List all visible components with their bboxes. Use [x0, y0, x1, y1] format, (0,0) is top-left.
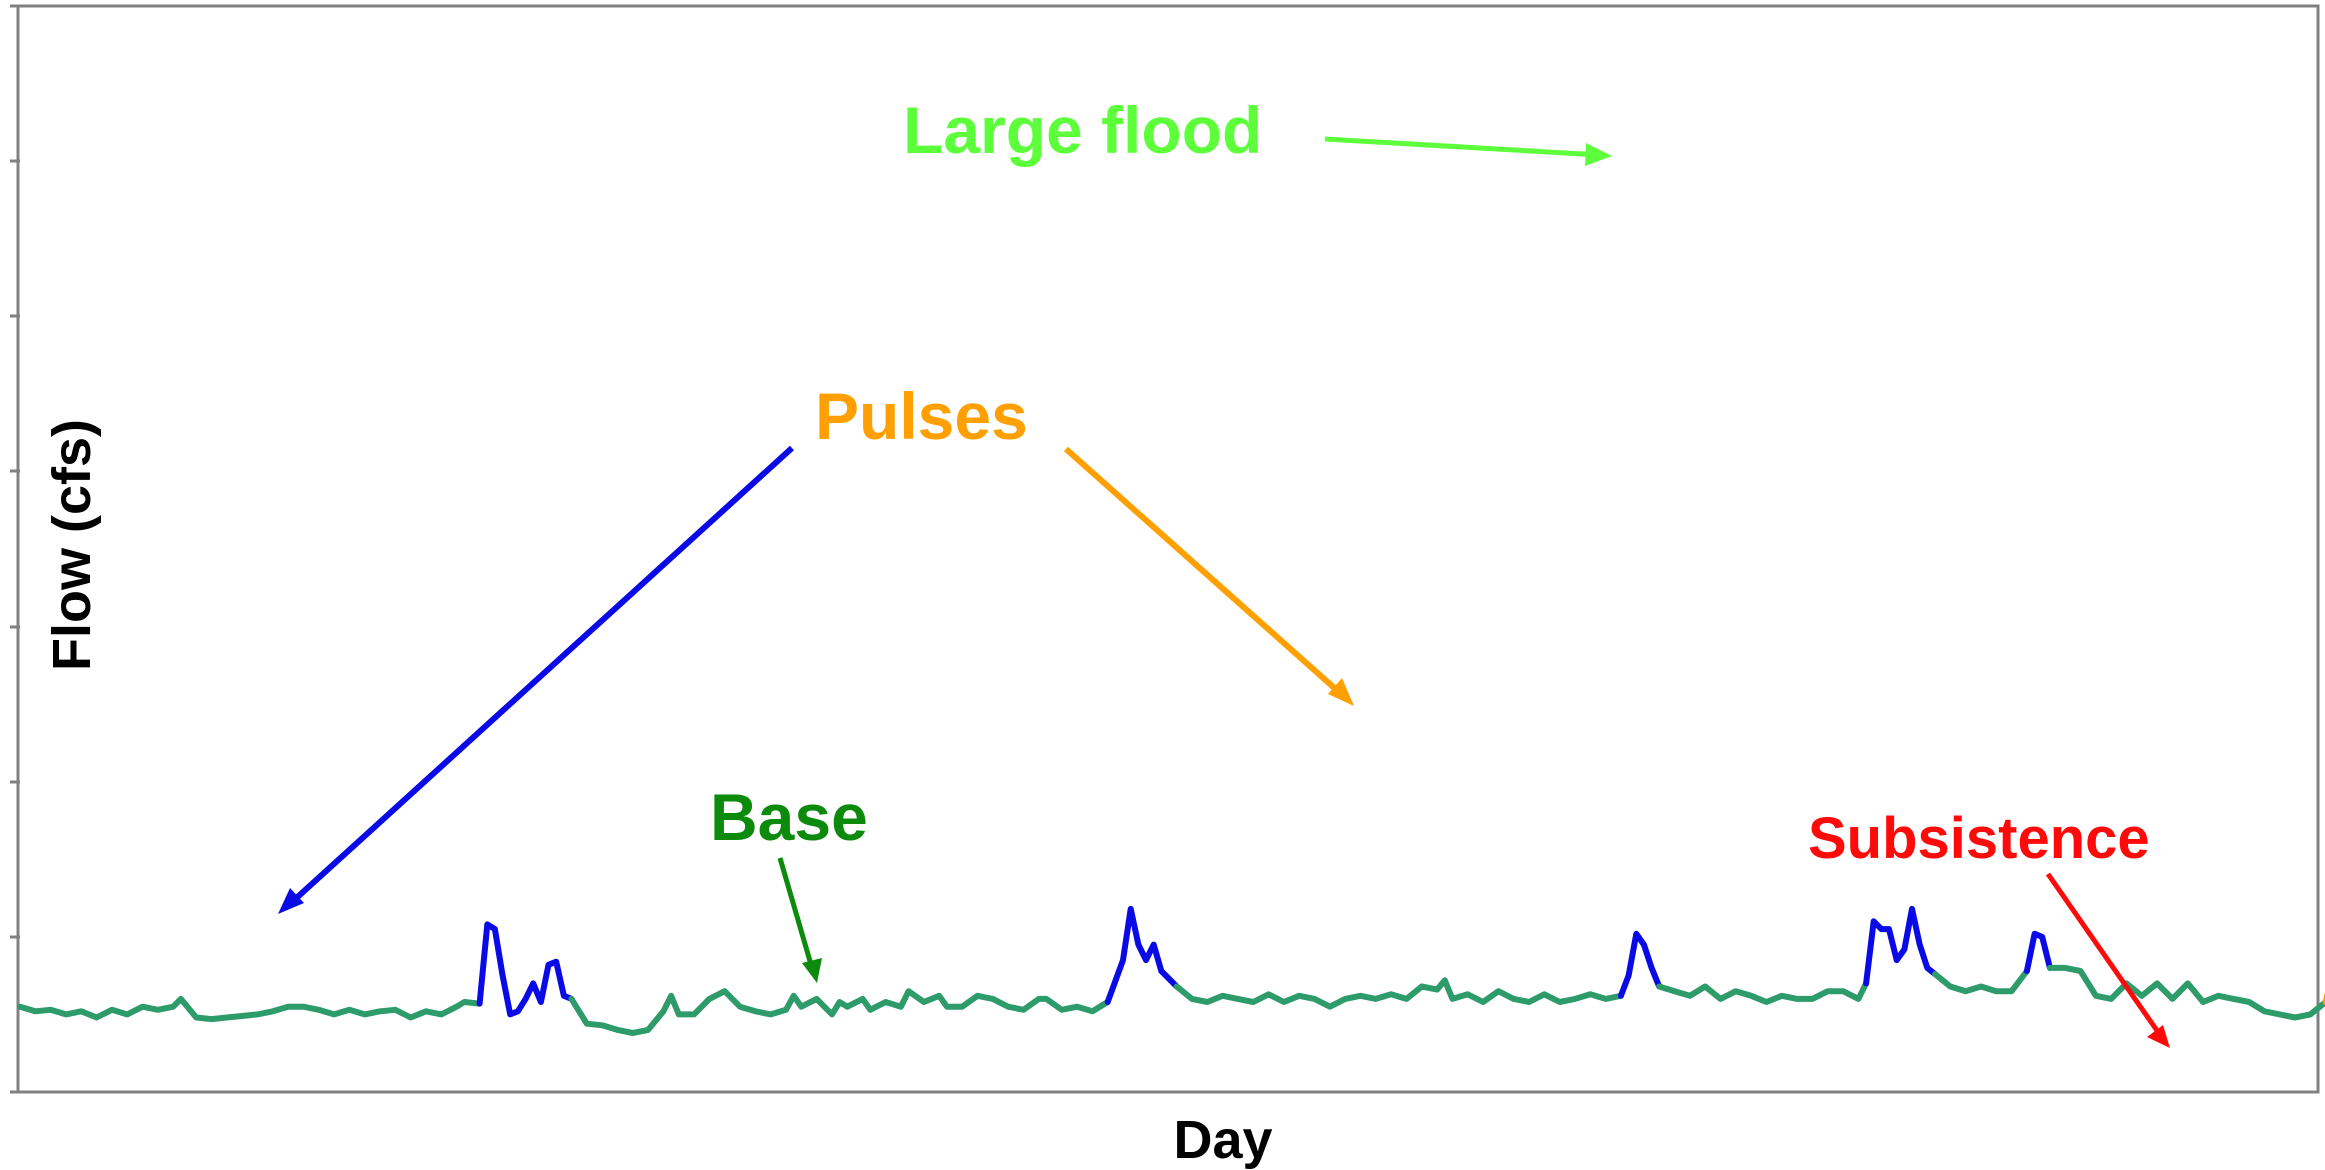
large-flood-arrow [1324, 136, 1601, 158]
flow-segment-7 [1863, 905, 1938, 987]
flow-segment-0 [17, 995, 483, 1023]
flow-segment-8 [1932, 968, 2030, 995]
pulses-arrow-right [1064, 446, 1342, 696]
large-flood-label: Large flood [903, 93, 1262, 167]
y-axis-label: Flow (cfs) [42, 419, 102, 671]
flow-segment-3 [1104, 905, 1180, 1005]
pulses-arrow-left [289, 445, 795, 905]
pulses-arrowhead-right [1328, 678, 1354, 706]
flow-series [17, 905, 2325, 1036]
base-arrow [777, 857, 815, 969]
flow-segment-9 [2023, 930, 2053, 974]
annotation-arrows [278, 136, 2170, 1048]
subsistence-label: Subsistence [1808, 806, 2150, 871]
plot-area [16, 4, 2320, 1094]
x-axis-label: Day [1173, 1110, 1272, 1170]
pulses-arrowhead-left [278, 888, 304, 914]
flow-segment-2 [568, 988, 1111, 1036]
large-flood-arrowhead [1585, 143, 1612, 166]
pulses-label: Pulses [815, 379, 1028, 453]
flow-segment-1 [476, 921, 575, 1018]
base-label: Base [710, 780, 868, 854]
flow-segment-5 [1617, 930, 1663, 999]
flow-segment-6 [1656, 980, 1870, 1005]
subsistence-arrow [2045, 872, 2161, 1034]
flow-segment-4 [1173, 977, 1624, 1010]
flow-segment-10 [2046, 964, 2325, 1021]
subsistence-arrowhead [2147, 1025, 2170, 1048]
y-axis-ticks [10, 4, 20, 1094]
base-arrowhead [802, 958, 822, 983]
